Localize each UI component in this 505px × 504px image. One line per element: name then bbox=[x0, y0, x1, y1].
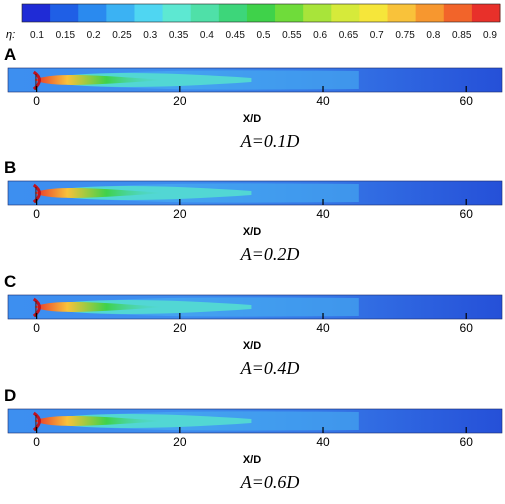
strip-frame bbox=[7, 67, 503, 93]
colorbar-tick-label: 0.3 bbox=[143, 30, 157, 41]
plume-core bbox=[34, 188, 166, 198]
x-tick-label: 60 bbox=[460, 435, 474, 449]
colorbar-tick-label: 0.9 bbox=[483, 30, 497, 41]
colorbar-cell bbox=[387, 4, 417, 22]
colorbar-cell bbox=[22, 4, 51, 22]
colorbar-cell bbox=[275, 4, 304, 22]
panel-letter: B bbox=[4, 158, 16, 177]
colorbar-tick-label: 0.85 bbox=[452, 30, 472, 41]
colorbar-cell bbox=[218, 4, 248, 22]
panel-letter: D bbox=[4, 386, 16, 405]
x-tick-label: 0 bbox=[33, 207, 40, 221]
x-axis-label: X/D bbox=[243, 113, 261, 125]
plume-core bbox=[34, 75, 166, 85]
colorbar-tick-label: 0.15 bbox=[56, 30, 76, 41]
colorbar-symbol: η: bbox=[6, 29, 15, 41]
strip-frame bbox=[7, 294, 503, 320]
x-tick-label: 20 bbox=[173, 321, 187, 335]
colorbar-frame bbox=[21, 3, 501, 23]
panel-caption: A=0.1D bbox=[240, 131, 300, 151]
x-tick-label: 40 bbox=[316, 321, 330, 335]
colorbar-cell bbox=[246, 4, 276, 22]
colorbar-tick-label: 0.35 bbox=[169, 30, 189, 41]
plume-core bbox=[34, 416, 166, 426]
colorbar-cell bbox=[443, 4, 473, 22]
x-tick-label: 40 bbox=[316, 207, 330, 221]
colorbar-cell bbox=[471, 4, 501, 22]
x-tick-label: 40 bbox=[316, 435, 330, 449]
x-tick-label: 20 bbox=[173, 435, 187, 449]
colorbar-tick-label: 0.6 bbox=[313, 30, 327, 41]
x-tick-label: 0 bbox=[33, 435, 40, 449]
x-tick-label: 20 bbox=[173, 207, 187, 221]
colorbar-ticks: 0.1 0.15 0.2 0.25 0.3 0.35 0.4 0.45 0.5 0.55 0.6 0.… bbox=[30, 30, 497, 41]
colorbar-cell bbox=[50, 4, 79, 22]
colorbar-tick-label: 0.5 bbox=[257, 30, 271, 41]
x-axis-label: X/D bbox=[243, 226, 261, 238]
colorbar-cell bbox=[190, 4, 220, 22]
colorbar-tick-label: 0.45 bbox=[225, 30, 245, 41]
colorbar-cell bbox=[106, 4, 135, 22]
colorbar-cells bbox=[21, 3, 501, 23]
panel-letter: A bbox=[4, 45, 16, 64]
x-tick-label: 60 bbox=[460, 321, 474, 335]
colorbar-cell bbox=[415, 4, 445, 22]
colorbar: η: 0.1 0.15 0.2 0.25 0.3 0.35 0.4 0.45 0.5 0.55 0.… bbox=[6, 3, 501, 41]
plume-core bbox=[34, 302, 166, 312]
panel-letter: C bbox=[4, 272, 16, 291]
panel-caption: A=0.4D bbox=[240, 358, 300, 378]
colorbar-tick-label: 0.55 bbox=[282, 30, 302, 41]
x-axis-label: X/D bbox=[243, 454, 261, 466]
strip-frame bbox=[7, 408, 503, 434]
panel-c: C 0 20 40 60 X/D A=0.4D bbox=[4, 272, 503, 378]
colorbar-tick-label: 0.1 bbox=[30, 30, 44, 41]
panel-caption: A=0.2D bbox=[240, 244, 300, 264]
colorbar-cell bbox=[134, 4, 164, 22]
x-tick-label: 0 bbox=[33, 321, 40, 335]
colorbar-tick-label: 0.75 bbox=[395, 30, 415, 41]
colorbar-tick-label: 0.4 bbox=[200, 30, 214, 41]
x-tick-label: 40 bbox=[316, 94, 330, 108]
x-axis-label: X/D bbox=[243, 340, 261, 352]
colorbar-cell bbox=[78, 4, 107, 22]
x-tick-label: 0 bbox=[33, 94, 40, 108]
panel-b: B 0 20 40 60 X/D A=0.2D bbox=[4, 158, 503, 264]
colorbar-tick-label: 0.2 bbox=[87, 30, 101, 41]
x-tick-label: 60 bbox=[460, 207, 474, 221]
panels: A 0 20 40 60 X/D A=0.1D B 0 20 40 60 X/D A=0.2D C 0 20 40… bbox=[4, 45, 503, 492]
panel-caption: A=0.6D bbox=[240, 472, 300, 492]
x-tick-label: 60 bbox=[460, 94, 474, 108]
panel-d: D 0 20 40 60 X/D A=0.6D bbox=[4, 386, 503, 492]
panel-a: A 0 20 40 60 X/D A=0.1D bbox=[4, 45, 503, 151]
x-tick-label: 20 bbox=[173, 94, 187, 108]
colorbar-tick-label: 0.7 bbox=[370, 30, 384, 41]
colorbar-tick-label: 0.8 bbox=[426, 30, 440, 41]
colorbar-cell bbox=[162, 4, 192, 22]
colorbar-tick-label: 0.65 bbox=[339, 30, 359, 41]
strip-frame bbox=[7, 180, 503, 206]
colorbar-cell bbox=[331, 4, 360, 22]
colorbar-tick-label: 0.25 bbox=[112, 30, 132, 41]
colorbar-cell bbox=[303, 4, 332, 22]
colorbar-cell bbox=[359, 4, 389, 22]
